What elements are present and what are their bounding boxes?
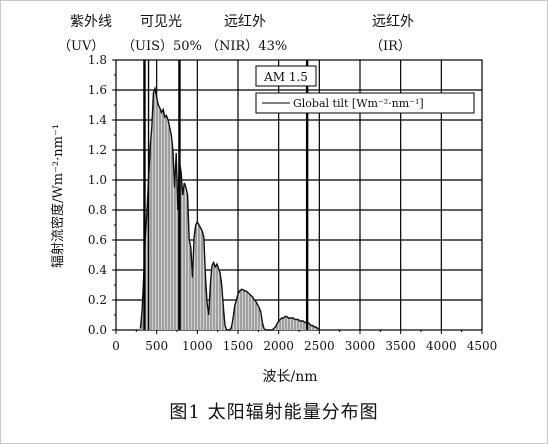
x-tick-label: 2000 — [263, 339, 294, 353]
y-tick-label: 0.2 — [88, 293, 107, 307]
x-tick-label: 1500 — [223, 339, 254, 353]
x-tick-label: 1000 — [182, 339, 213, 353]
x-axis-title: 波长/nm — [262, 369, 317, 385]
band-sub-far-ir: （IR） — [370, 39, 411, 54]
band-sub-near-ir: （NIR）43% — [206, 39, 287, 54]
legend-entry: Global tilt [Wm⁻²·nm⁻¹] — [293, 97, 424, 110]
figure-caption: 图1 太阳辐射能量分布图 — [169, 402, 379, 423]
x-tick-label: 4500 — [467, 339, 498, 353]
band-label-uv: 紫外线 — [70, 14, 112, 30]
band-label-near-ir: 远红外 — [224, 14, 266, 30]
y-tick-label: 0.6 — [88, 233, 107, 247]
spectrum-area — [140, 88, 320, 330]
x-tick-label: 2500 — [304, 339, 335, 353]
annotation-label: AM 1.5 — [263, 70, 308, 84]
x-tick-label: 3000 — [345, 339, 376, 353]
x-tick-label: 3500 — [385, 339, 416, 353]
spectrum-chart: 紫外线 可见光 远红外 远红外 （UV） （UIS）50% （NIR）43% （… — [50, 14, 498, 385]
y-tick-label: 1.6 — [88, 83, 107, 97]
band-label-visible: 可见光 — [140, 14, 182, 30]
y-axis-title: 辐射流密度/Wm⁻²·nm⁻¹ — [50, 124, 66, 268]
y-tick-label: 1.8 — [88, 53, 107, 67]
band-sub-uv: （UV） — [58, 39, 104, 54]
y-tick-label: 1.0 — [88, 173, 107, 187]
y-tick-label: 0.8 — [88, 203, 107, 217]
band-label-far-ir: 远红外 — [372, 14, 414, 30]
legend-box — [255, 92, 475, 114]
band-sub-visible: （UIS）50% — [122, 39, 202, 54]
x-tick-label: 0 — [112, 339, 120, 353]
y-tick-label: 0.4 — [88, 263, 107, 277]
x-tick-label: 4000 — [426, 339, 457, 353]
x-tick-label: 500 — [145, 339, 168, 353]
annotation-box — [255, 65, 317, 87]
y-tick-label: 1.2 — [88, 143, 107, 157]
spectrum-line — [139, 85, 320, 331]
y-tick-label: 0.0 — [88, 323, 107, 337]
y-tick-label: 1.4 — [88, 113, 107, 127]
